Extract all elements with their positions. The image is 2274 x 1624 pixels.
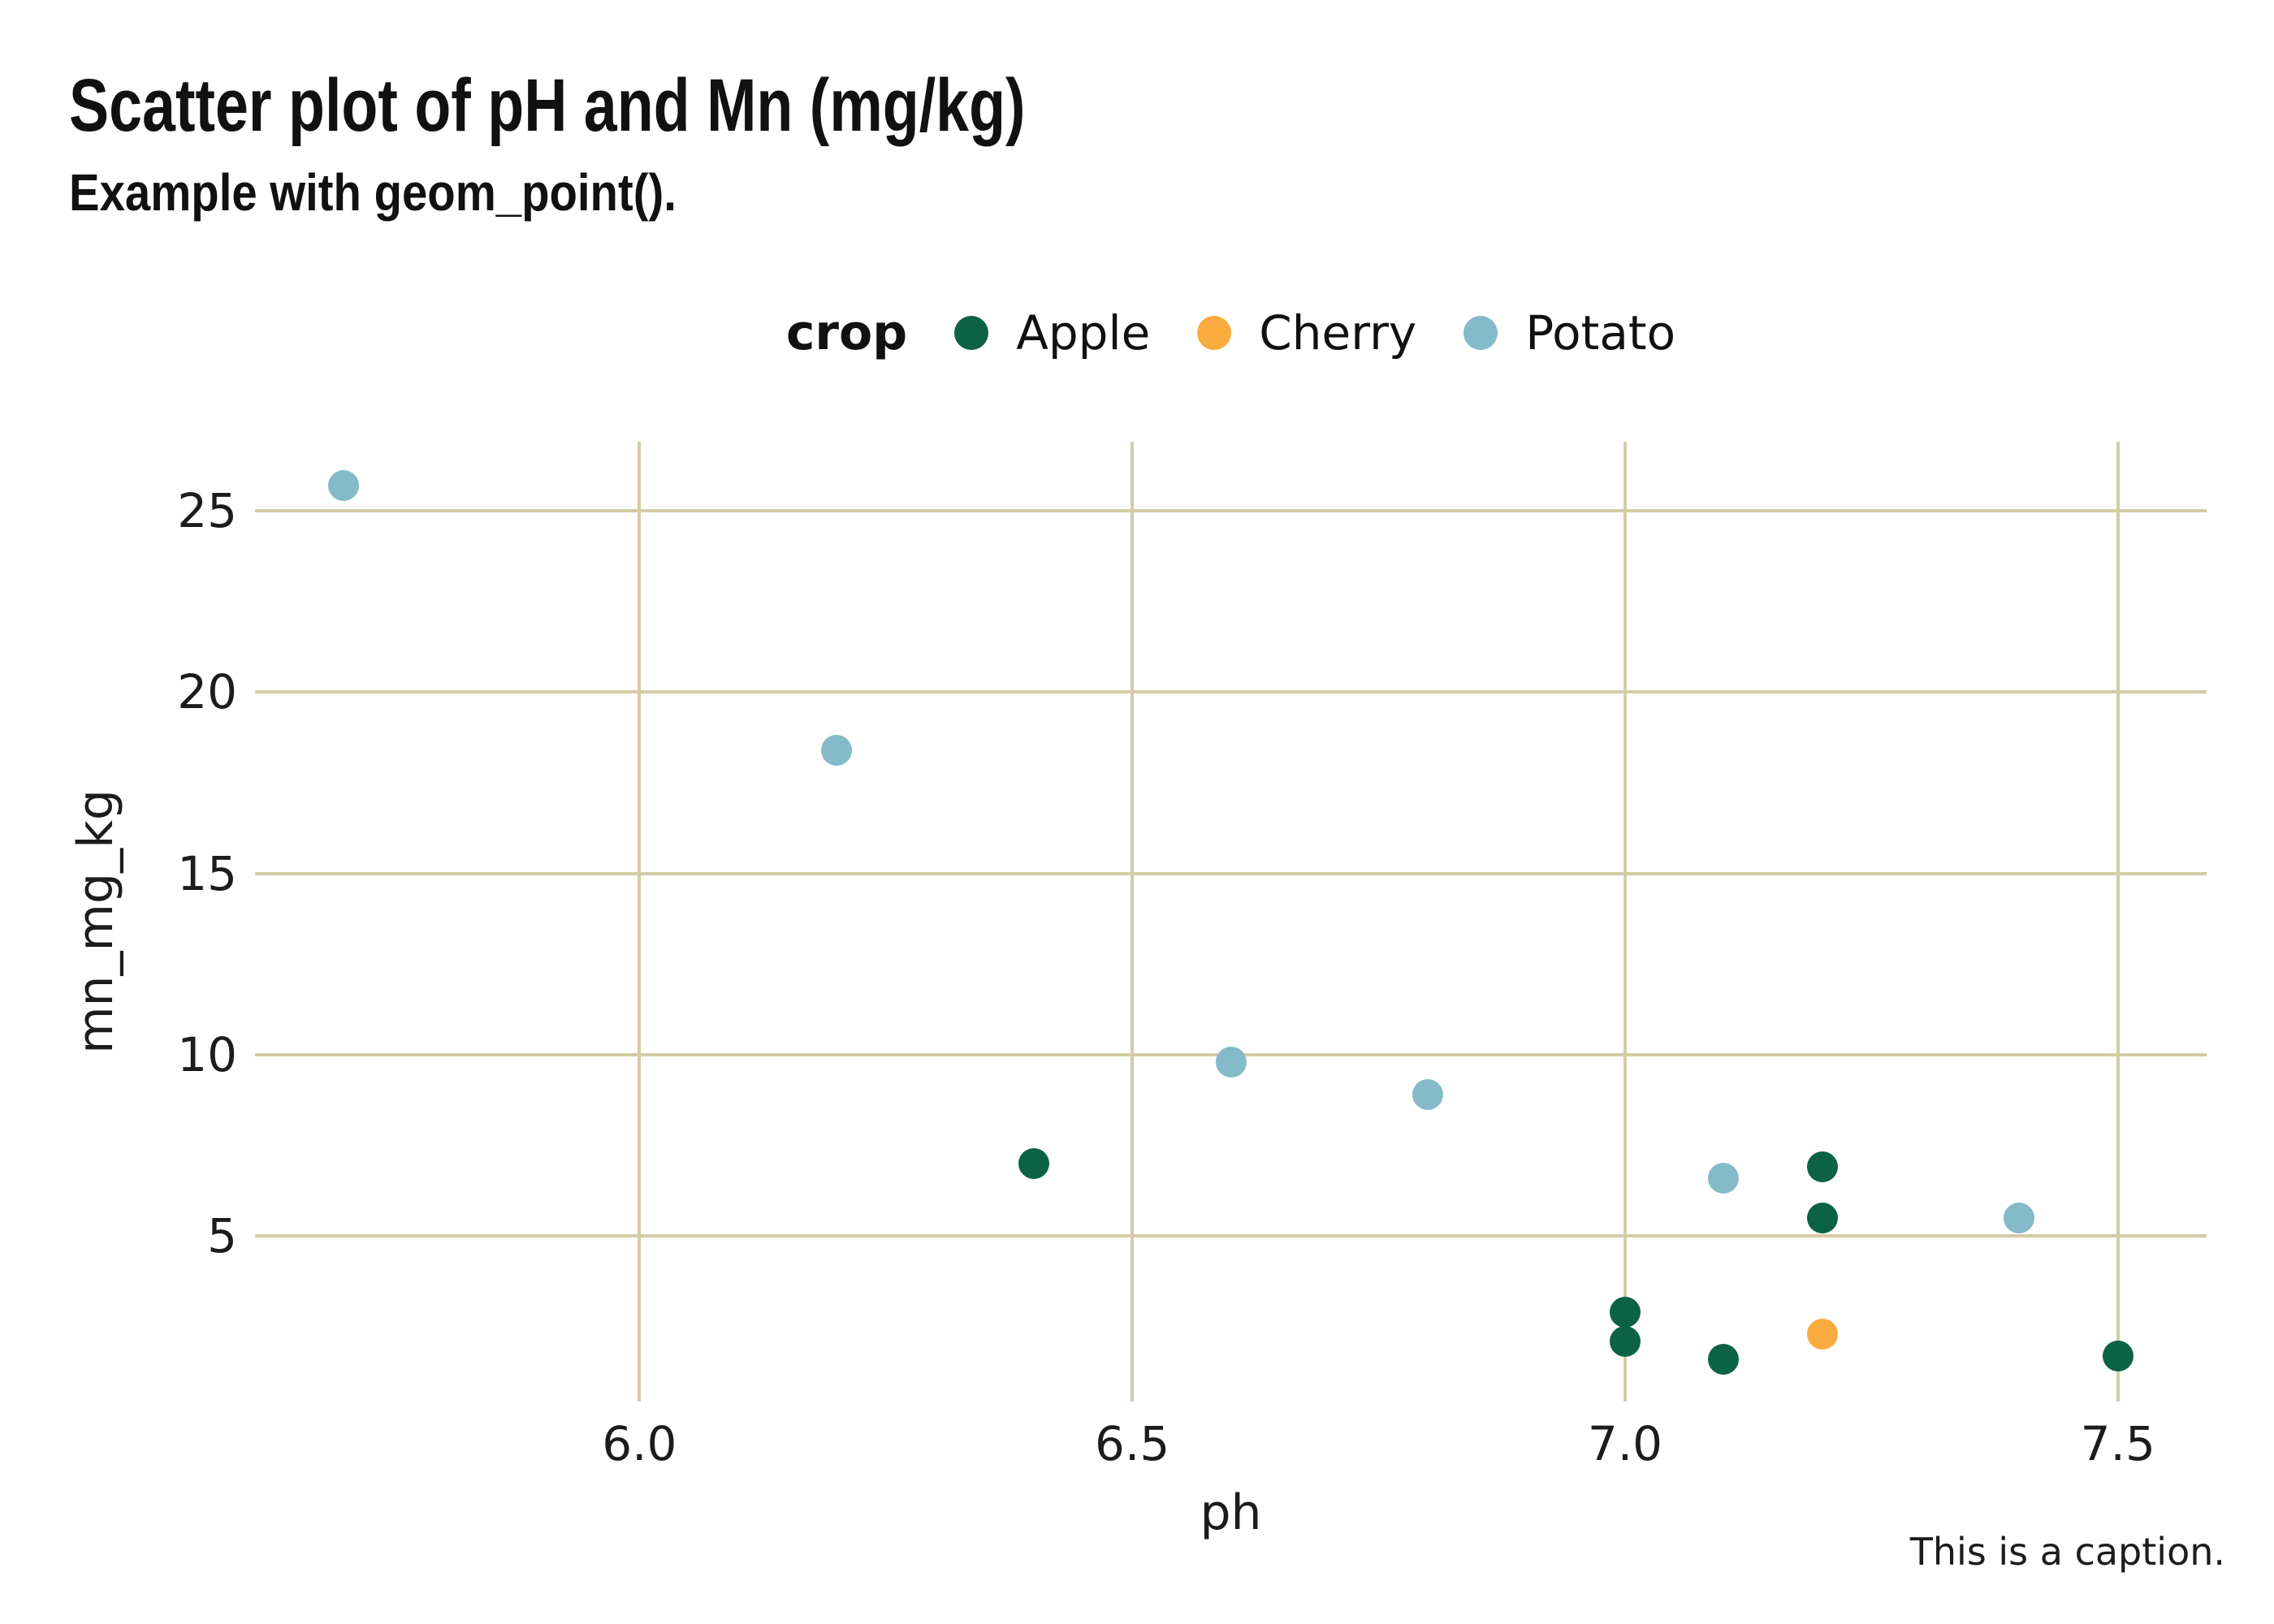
data-point-potato: [328, 469, 360, 501]
plot-panel: [255, 442, 2207, 1402]
legend-item-apple: Apple: [954, 305, 1150, 361]
data-point-apple: [1018, 1147, 1049, 1179]
gridline-y-15: [255, 871, 2207, 875]
data-point-apple: [1609, 1297, 1641, 1328]
y-tick-label-10: 10: [177, 1026, 237, 1082]
legend-label: Potato: [1525, 305, 1676, 361]
data-point-apple: [1609, 1325, 1641, 1357]
data-point-potato: [1412, 1079, 1444, 1111]
gridline-x-6.5: [1131, 442, 1135, 1402]
data-point-potato: [1215, 1046, 1247, 1078]
x-tick-label-7.0: 7.0: [1587, 1416, 1663, 1471]
y-tick-label-5: 5: [207, 1208, 237, 1264]
y-tick-label-25: 25: [177, 482, 237, 538]
gridline-y-25: [255, 508, 2207, 512]
x-tick-label-6.0: 6.0: [602, 1416, 677, 1471]
data-point-apple: [1806, 1202, 1838, 1233]
legend-label: Apple: [1016, 305, 1151, 361]
data-point-potato: [821, 734, 853, 766]
x-tick-label-6.5: 6.5: [1095, 1416, 1170, 1471]
data-point-potato: [1708, 1162, 1740, 1194]
data-point-potato: [2004, 1202, 2035, 1233]
caption: This is a caption.: [1909, 1530, 2225, 1574]
y-tick-label-20: 20: [177, 664, 237, 720]
data-point-apple: [1708, 1344, 1740, 1376]
data-point-cherry: [1806, 1318, 1838, 1350]
legend-dot-potato: [1463, 316, 1498, 350]
gridline-y-20: [255, 690, 2207, 694]
legend-title: crop: [785, 304, 908, 361]
legend-item-cherry: Cherry: [1197, 305, 1416, 361]
data-point-apple: [1806, 1151, 1838, 1183]
gridline-x-6.0: [638, 442, 642, 1402]
legend-item-potato: Potato: [1463, 305, 1675, 361]
legend: crop Apple Cherry Potato: [255, 299, 2207, 367]
legend-dot-apple: [954, 316, 989, 350]
data-point-apple: [2102, 1340, 2133, 1371]
legend-label: Cherry: [1259, 305, 1417, 361]
chart-title: Scatter plot of pH and Mn (mg/kg): [69, 64, 1026, 147]
chart-subtitle: Example with geom_point().: [69, 163, 677, 222]
gridline-y-5: [255, 1234, 2207, 1238]
y-tick-label-15: 15: [177, 845, 237, 901]
gridline-x-7.0: [1623, 442, 1627, 1402]
legend-dot-cherry: [1197, 316, 1232, 350]
x-tick-label-7.5: 7.5: [2080, 1416, 2155, 1471]
x-axis-title: ph: [1200, 1484, 1262, 1541]
gridline-x-7.5: [2116, 442, 2120, 1402]
